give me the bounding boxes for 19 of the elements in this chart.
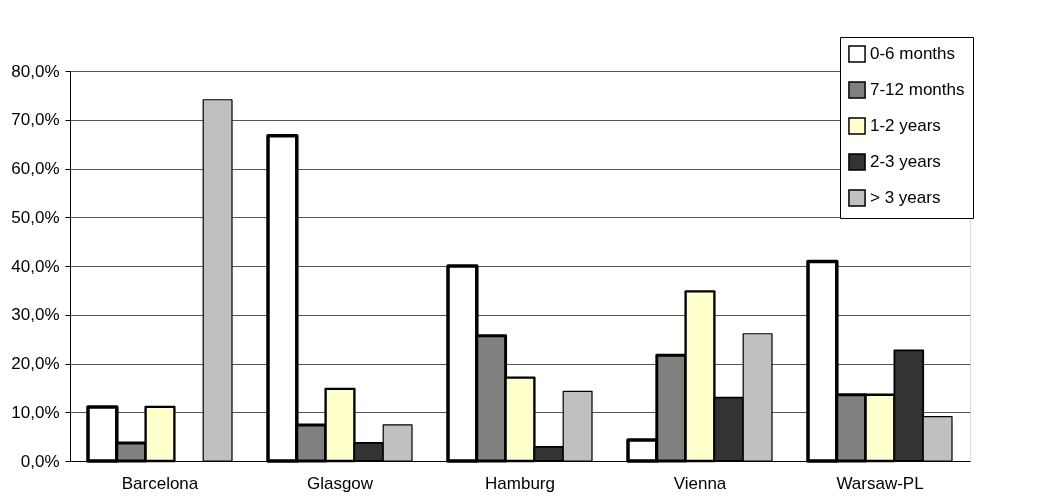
- x-tick-label: Barcelona: [121, 473, 199, 493]
- y-tick-label: 20,0%: [11, 354, 60, 373]
- legend-label: 1-2 years: [870, 116, 941, 135]
- legend-label: > 3 years: [870, 188, 941, 207]
- legend-label: 7-12 months: [870, 80, 965, 99]
- x-tick-label: Warsaw-PL: [836, 473, 924, 493]
- y-tick-label: 50,0%: [11, 207, 60, 227]
- y-tick-label: 10,0%: [11, 402, 60, 422]
- y-tick-label: 0,0%: [20, 451, 60, 471]
- x-tick-label: Vienna: [673, 473, 727, 493]
- x-tick-label: Glasgow: [306, 473, 374, 493]
- y-tick-label: 40,0%: [11, 256, 60, 276]
- y-tick-label: 70,0%: [11, 110, 60, 130]
- legend-label: 0-6 months: [870, 44, 956, 63]
- y-tick-label: 60,0%: [11, 159, 60, 178]
- y-tick-label: 30,0%: [11, 305, 60, 325]
- y-tick-label: 80,0%: [11, 61, 60, 81]
- legend-label: 2-3 years: [870, 152, 941, 171]
- x-tick-label: Hamburg: [485, 473, 555, 493]
